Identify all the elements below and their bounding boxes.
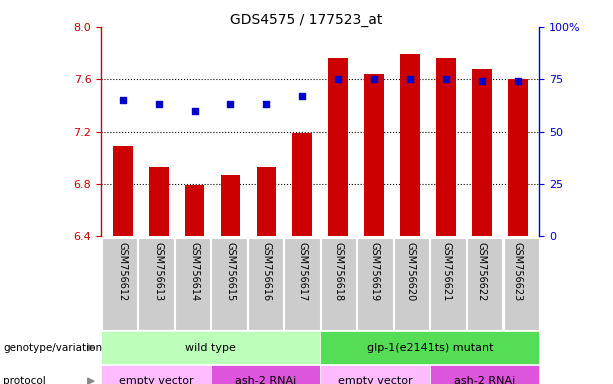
Point [369,76,379,82]
Point [513,78,523,84]
Point [297,93,307,99]
Text: ash-2 RNAi: ash-2 RNAi [454,376,516,384]
Point [405,76,415,82]
Bar [436,58,456,236]
Text: genotype/variation: genotype/variation [3,343,102,353]
Bar [256,167,276,236]
Point [118,97,128,103]
Point [189,108,199,114]
Bar [292,133,312,236]
Bar [400,55,420,236]
Bar [472,69,492,236]
Text: empty vector: empty vector [119,376,193,384]
Text: GDS4575 / 177523_at: GDS4575 / 177523_at [230,13,383,27]
Bar [508,79,528,236]
Text: ash-2 RNAi: ash-2 RNAi [235,376,296,384]
Point [477,78,487,84]
Point [441,76,451,82]
Bar [113,146,132,236]
Text: wild type: wild type [185,343,236,353]
Bar [364,74,384,236]
Text: protocol: protocol [3,376,46,384]
Text: glp-1(e2141ts) mutant: glp-1(e2141ts) mutant [367,343,493,353]
Text: empty vector: empty vector [338,376,413,384]
Bar [185,185,204,236]
Bar [221,175,240,236]
Point [154,101,164,108]
Bar [329,58,348,236]
Point [333,76,343,82]
Point [226,101,235,108]
Bar [149,167,169,236]
Point [262,101,272,108]
